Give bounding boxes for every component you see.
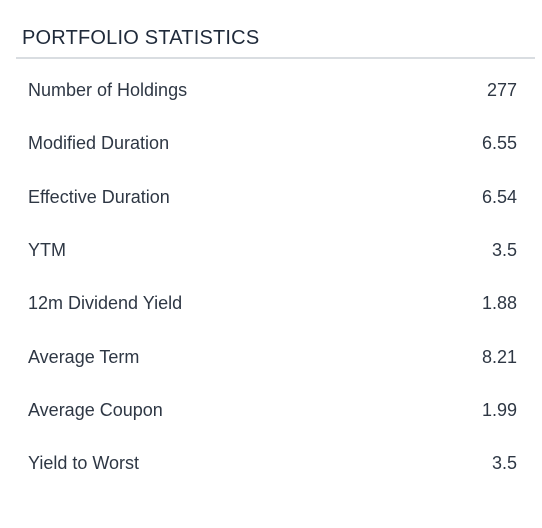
stat-label: Average Coupon <box>28 399 163 420</box>
stat-value: 1.88 <box>481 293 517 314</box>
stat-row-12m-dividend-yield: 12m Dividend Yield 1.88 <box>16 277 535 330</box>
stat-label: Yield to Worst <box>28 453 140 474</box>
stat-value: 3.5 <box>491 240 517 261</box>
statistics-list: Number of Holdings 277 Modified Duration… <box>16 64 535 490</box>
stat-value: 3.5 <box>491 453 517 474</box>
stat-label: 12m Dividend Yield <box>28 293 183 314</box>
stat-value: 1.99 <box>481 399 517 420</box>
stat-label: Modified Duration <box>28 133 170 154</box>
stat-label: Average Term <box>28 346 140 367</box>
stat-row-effective-duration: Effective Duration 6.54 <box>16 171 535 224</box>
stat-row-ytm: YTM 3.5 <box>16 224 535 277</box>
stat-label: Number of Holdings <box>28 80 188 101</box>
stat-value: 6.54 <box>481 186 517 207</box>
title-divider <box>16 57 535 59</box>
stat-value: 6.55 <box>481 133 517 154</box>
stat-label: YTM <box>28 240 66 261</box>
stat-row-yield-to-worst: Yield to Worst 3.5 <box>16 437 535 490</box>
portfolio-statistics-panel: PORTFOLIO STATISTICS Number of Holdings … <box>16 0 535 528</box>
stat-label: Effective Duration <box>28 186 170 207</box>
panel-title: PORTFOLIO STATISTICS <box>22 27 260 49</box>
stat-row-number-of-holdings: Number of Holdings 277 <box>16 64 535 117</box>
stat-row-modified-duration: Modified Duration 6.55 <box>16 117 535 170</box>
stat-row-average-term: Average Term 8.21 <box>16 330 535 383</box>
stat-value: 8.21 <box>481 346 517 367</box>
stat-row-average-coupon: Average Coupon 1.99 <box>16 384 535 437</box>
stat-value: 277 <box>486 80 517 101</box>
